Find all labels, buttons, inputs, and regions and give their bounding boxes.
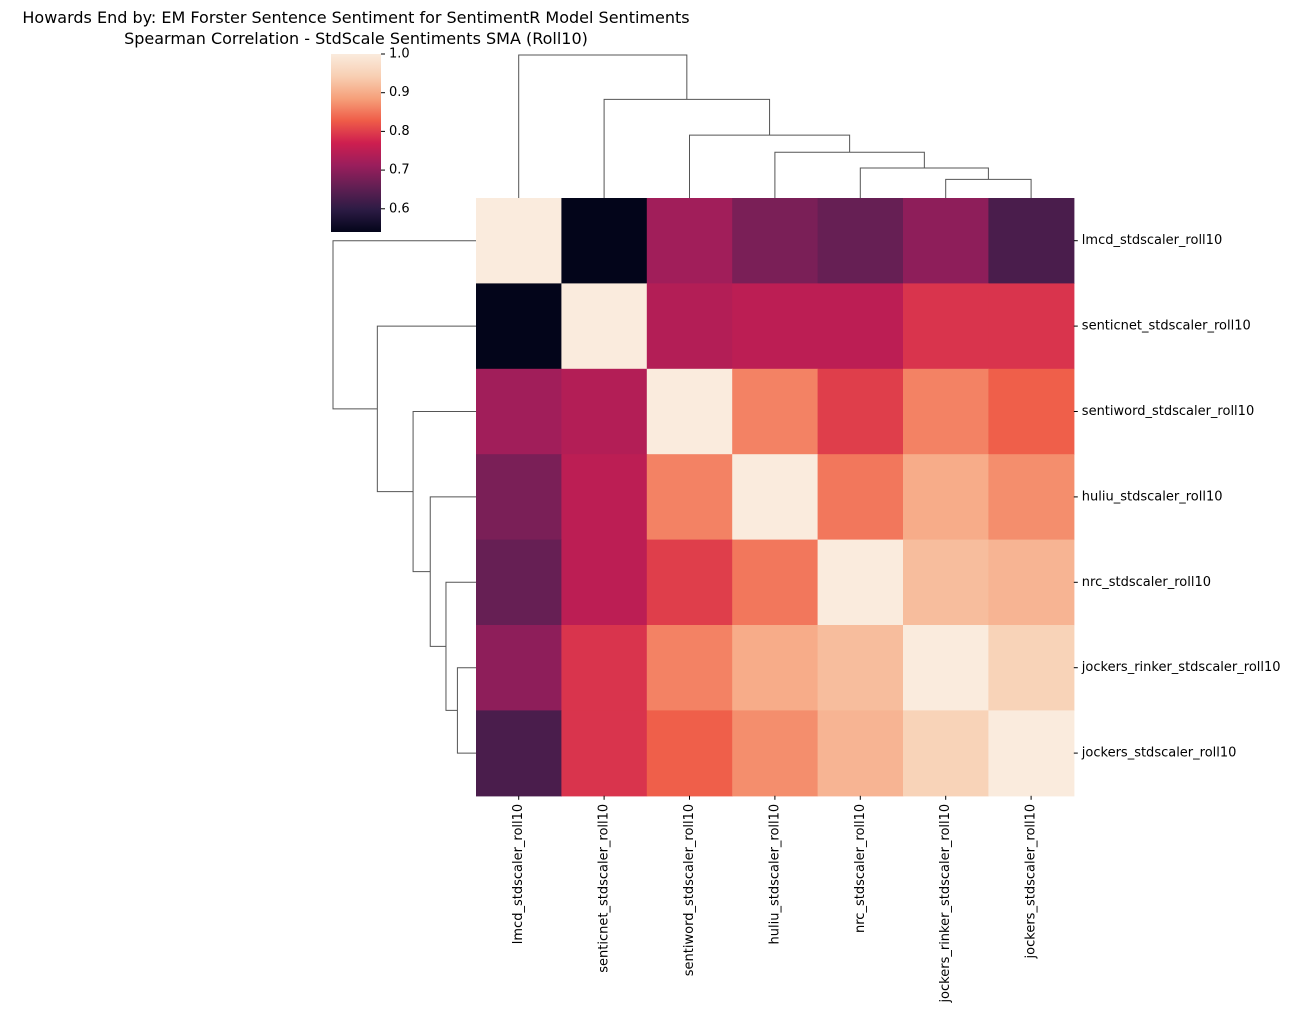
heatmap-cell — [561, 368, 648, 455]
dendrogram-link — [518, 54, 688, 198]
heatmap-cell — [817, 198, 904, 284]
heatmap-cell — [732, 283, 819, 370]
heatmap-cell — [903, 198, 989, 284]
heatmap-cell — [988, 198, 1075, 284]
column-label: sentiword_stdscaler_roll10 — [682, 804, 697, 976]
dendrogram-link — [412, 411, 476, 573]
colorbar-tick-label: 0.7 — [389, 163, 410, 178]
heatmap-cell — [817, 539, 904, 626]
heatmap-cell — [732, 710, 819, 797]
dendrogram-link — [859, 167, 989, 198]
column-labels: lmcd_stdscaler_roll10 senticnet_stdscaler… — [511, 795, 1039, 1004]
row-label: jockers_rinker_stdscaler_roll10 — [1081, 660, 1281, 675]
heatmap-cell — [903, 539, 989, 626]
row-label: lmcd_stdscaler_roll10 — [1082, 233, 1222, 248]
colorbar-tick-label: 1.0 — [389, 47, 410, 62]
dendrogram-link — [603, 98, 771, 198]
heatmap-cell — [988, 368, 1075, 455]
heatmap-cell — [646, 283, 733, 370]
heatmap-cell — [732, 454, 819, 541]
chart-subtitle: Spearman Correlation - StdScale Sentimen… — [124, 29, 588, 48]
dendrogram-link — [945, 178, 1032, 198]
heatmap-cell — [476, 198, 562, 284]
dendrogram-link — [429, 496, 476, 647]
colorbar-ticks: 1.0 0.9 0.8 0.7 0.6 — [381, 47, 410, 216]
colorbar-tick-label: 0.6 — [389, 201, 410, 216]
heatmap-cell — [476, 283, 562, 370]
heatmap-cell — [476, 454, 562, 541]
dendrogram-link — [774, 151, 925, 198]
colorbar-gradient — [331, 54, 381, 232]
row-labels: lmcd_stdscaler_roll10 senticnet_stdscaler… — [1073, 233, 1281, 761]
heatmap-cell — [732, 539, 819, 626]
heatmap-cell — [903, 368, 989, 455]
column-label: jockers_rinker_stdscaler_roll10 — [938, 804, 953, 1004]
heatmap-cell — [732, 198, 819, 284]
heatmap-cell — [646, 625, 733, 711]
heatmap-cell — [988, 539, 1075, 626]
heatmap-cell — [988, 625, 1075, 711]
heatmap-cell — [476, 539, 562, 626]
dendrogram-link — [689, 134, 851, 198]
heatmap-cell — [476, 710, 562, 797]
heatmap-cell — [732, 368, 819, 455]
heatmap-cell — [817, 454, 904, 541]
heatmap-cell — [561, 625, 648, 711]
colorbar: 1.0 0.9 0.8 0.7 0.6 — [331, 47, 410, 232]
column-label: lmcd_stdscaler_roll10 — [511, 804, 526, 944]
heatmap-cell — [561, 198, 648, 284]
heatmap-cell — [903, 710, 989, 797]
heatmap-cell — [817, 283, 904, 370]
heatmap-cell — [903, 283, 989, 370]
heatmap-cell — [732, 625, 819, 711]
heatmap-cell — [561, 454, 648, 541]
dendrogram-link — [332, 240, 476, 410]
row-label: senticnet_stdscaler_roll10 — [1082, 319, 1251, 334]
heatmap-cells — [476, 198, 1075, 797]
row-dendrogram — [332, 240, 476, 754]
heatmap-cell — [646, 198, 733, 284]
row-label: sentiword_stdscaler_roll10 — [1082, 404, 1254, 419]
heatmap-cell — [646, 368, 733, 455]
heatmap-cell — [646, 539, 733, 626]
heatmap-cell — [817, 625, 904, 711]
heatmap-cell — [903, 625, 989, 711]
heatmap-cell — [561, 283, 648, 370]
column-label: jockers_stdscaler_roll10 — [1024, 804, 1039, 960]
heatmap-cell — [903, 454, 989, 541]
row-label: huliu_stdscaler_roll10 — [1082, 489, 1223, 504]
dendrogram-link — [445, 581, 476, 711]
heatmap-cell — [561, 539, 648, 626]
chart-title: Howards End by: EM Forster Sentence Sent… — [22, 8, 689, 27]
column-dendrogram — [518, 54, 1032, 198]
row-label: nrc_stdscaler_roll10 — [1082, 575, 1211, 590]
column-label: nrc_stdscaler_roll10 — [853, 804, 868, 933]
heatmap-cell — [646, 454, 733, 541]
heatmap-cell — [817, 368, 904, 455]
column-label: senticnet_stdscaler_roll10 — [597, 804, 612, 973]
heatmap-cell — [476, 368, 562, 455]
dendrogram-link — [376, 325, 476, 493]
colorbar-tick-label: 0.9 — [389, 85, 410, 100]
heatmap-cell — [561, 710, 648, 797]
heatmap-cell — [988, 454, 1075, 541]
row-label: jockers_stdscaler_roll10 — [1081, 746, 1237, 761]
heatmap-cell — [646, 710, 733, 797]
heatmap-cell — [988, 283, 1075, 370]
heatmap-cell — [817, 710, 904, 797]
heatmap-cell — [476, 625, 562, 711]
heatmap-cell — [988, 710, 1075, 797]
colorbar-tick-label: 0.8 — [389, 124, 410, 139]
dendrogram-link — [456, 667, 476, 754]
column-label: huliu_stdscaler_roll10 — [767, 804, 782, 945]
